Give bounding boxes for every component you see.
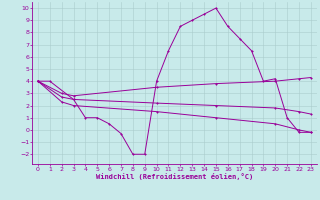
X-axis label: Windchill (Refroidissement éolien,°C): Windchill (Refroidissement éolien,°C) <box>96 173 253 180</box>
